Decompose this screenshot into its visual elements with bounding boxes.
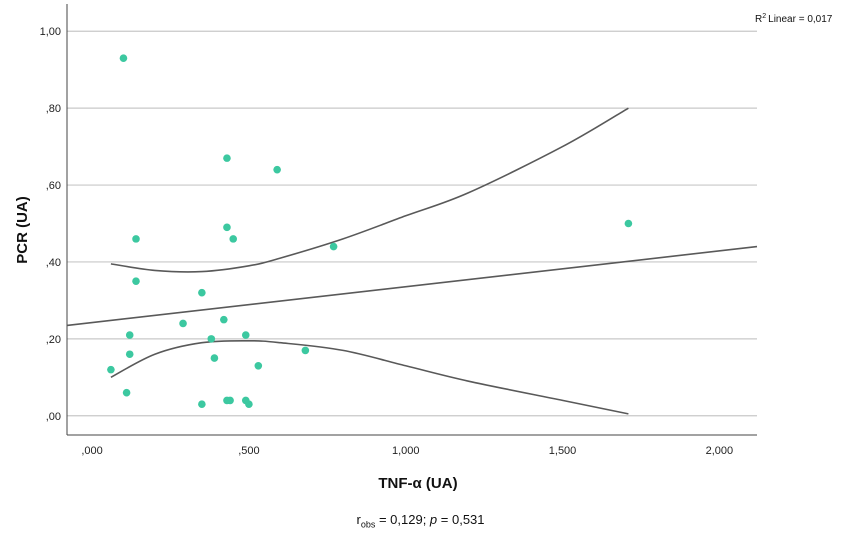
data-point bbox=[125, 331, 134, 339]
data-point bbox=[223, 223, 231, 232]
data-point bbox=[179, 319, 187, 328]
data-point bbox=[210, 354, 219, 362]
p-value: = 0,531 bbox=[437, 512, 485, 527]
y-tick-label: ,20 bbox=[46, 334, 61, 346]
tick-labels: ,00 ,20 ,40 ,60 ,80 1,00 ,000 ,500 1,000 1,500 2,0… bbox=[40, 26, 734, 457]
data-point bbox=[198, 288, 206, 297]
y-tick-label: ,00 bbox=[46, 411, 61, 423]
data-point bbox=[198, 400, 206, 409]
statistics-footnote: robs = 0,129; p = 0,531 bbox=[0, 512, 841, 530]
r-symbol: r bbox=[356, 512, 361, 527]
regression-lines bbox=[66, 107, 758, 415]
data-point bbox=[122, 388, 131, 397]
x-axis-title: TNF-α (UA) bbox=[378, 475, 457, 492]
y-tick-label: ,60 bbox=[46, 180, 61, 192]
r2-prefix: R bbox=[755, 14, 762, 25]
y-tick-label: ,40 bbox=[46, 257, 61, 269]
data-point bbox=[207, 335, 216, 343]
axes bbox=[66, 4, 757, 436]
data-point bbox=[624, 219, 633, 228]
y-axis-title: PCR (UA) bbox=[14, 196, 31, 264]
ci-lower-curve bbox=[110, 339, 629, 415]
data-point bbox=[107, 365, 115, 374]
r2-value: Linear = 0,017 bbox=[768, 14, 833, 25]
r-value: = 0,129; bbox=[375, 512, 430, 527]
ci-upper-curve bbox=[110, 107, 629, 273]
y-tick-label: 1,00 bbox=[40, 26, 61, 38]
data-point bbox=[223, 154, 231, 162]
p-symbol: p bbox=[429, 512, 438, 527]
x-tick-label: ,500 bbox=[238, 445, 259, 457]
data-point bbox=[245, 400, 253, 409]
data-point bbox=[273, 165, 281, 174]
fit-line bbox=[66, 245, 758, 327]
x-tick-label: 2,000 bbox=[706, 445, 734, 457]
x-tick-label: ,000 bbox=[81, 445, 102, 457]
x-tick-label: 1,000 bbox=[392, 445, 420, 457]
data-point bbox=[254, 361, 263, 370]
data-point bbox=[132, 235, 140, 243]
data-point bbox=[241, 331, 250, 339]
data-point bbox=[226, 396, 234, 405]
r2-label: R2 Linear = 0,017 bbox=[755, 13, 833, 25]
grid-lines bbox=[67, 30, 757, 417]
r-subscript: obs bbox=[360, 519, 376, 530]
data-point bbox=[125, 350, 134, 359]
data-point bbox=[301, 346, 310, 355]
r2-superscript: 2 bbox=[762, 13, 766, 20]
data-point bbox=[220, 315, 228, 324]
data-points bbox=[107, 54, 633, 409]
data-point bbox=[329, 242, 338, 251]
data-point bbox=[229, 235, 238, 243]
data-point bbox=[119, 54, 128, 62]
y-tick-label: ,80 bbox=[46, 103, 61, 115]
x-tick-label: 1,500 bbox=[549, 445, 577, 457]
data-point bbox=[132, 277, 140, 285]
